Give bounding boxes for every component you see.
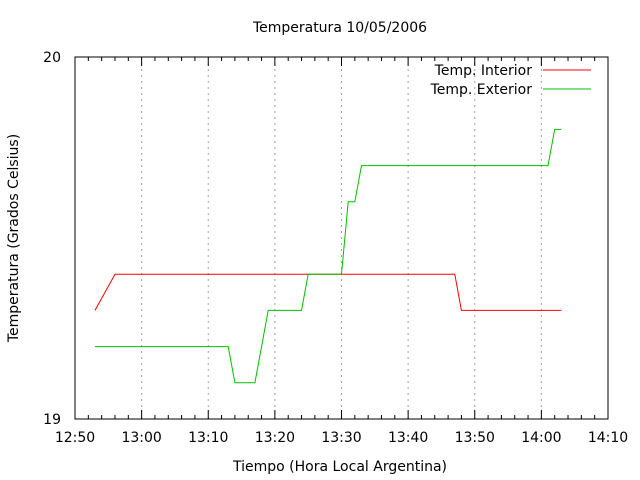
- chart-title: Temperatura 10/05/2006: [252, 20, 427, 36]
- y-tick-label: 20: [43, 50, 61, 66]
- series-line-interior: [94, 273, 562, 311]
- grid: [141, 57, 542, 419]
- y-tick-label: 19: [43, 412, 61, 428]
- tick-labels: 12:50 13:00 13:10 13:20 13:30 13:40 13:50 14:00…: [43, 50, 628, 446]
- y-axis-label: Temperatura (Grados Celsius): [6, 134, 22, 343]
- x-tick-label: 14:10: [588, 430, 628, 446]
- legend-label: Temp. Interior: [434, 63, 533, 79]
- x-tick-label: 13:10: [188, 430, 228, 446]
- x-tick-label: 13:50: [455, 430, 495, 446]
- x-tick-label: 13:00: [121, 430, 161, 446]
- plot-frame: [74, 56, 609, 420]
- legend-label: Temp. Exterior: [430, 82, 533, 98]
- axis-ticks: [74, 56, 609, 420]
- x-axis-label: Tiempo (Hora Local Argentina): [232, 459, 447, 475]
- series: [94, 128, 562, 384]
- x-tick-label: 14:00: [521, 430, 561, 446]
- x-tick-label: 13:30: [321, 430, 361, 446]
- x-tick-label: 12:50: [55, 430, 95, 446]
- series-line-exterior: [95, 128, 562, 384]
- legend: Temp. Interior Temp. Exterior: [430, 63, 591, 98]
- x-tick-label: 13:40: [388, 430, 428, 446]
- x-tick-label: 13:20: [255, 430, 295, 446]
